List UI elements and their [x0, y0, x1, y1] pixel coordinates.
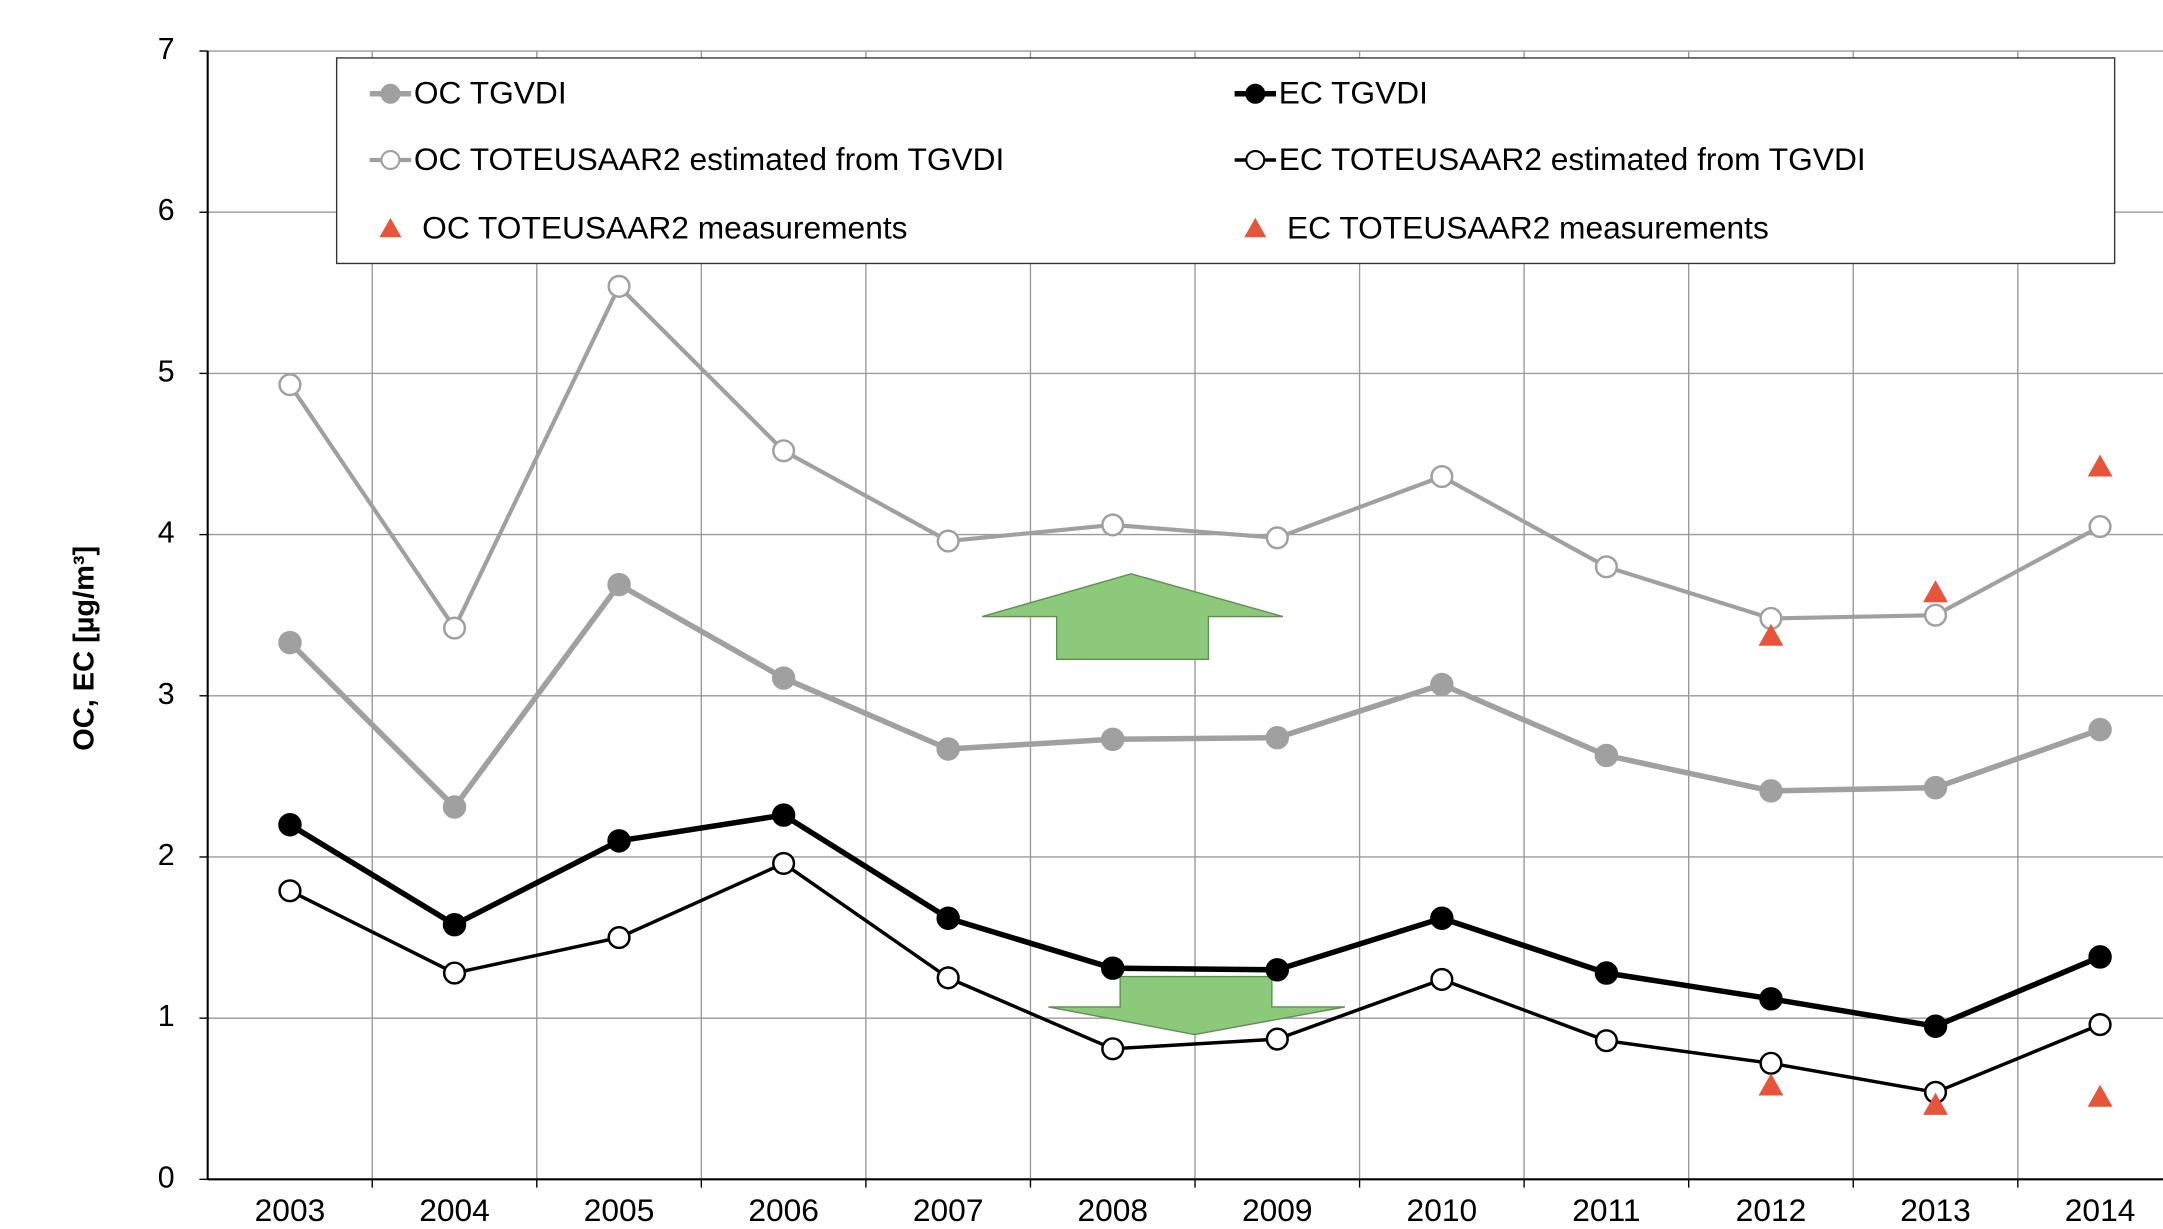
x-tick-label: 2010: [1407, 1192, 1478, 1228]
legend-marker: [380, 83, 401, 104]
legend-marker: [380, 150, 401, 171]
data-point: [442, 912, 467, 937]
data-point: [2087, 454, 2113, 477]
data-point: [2088, 514, 2112, 539]
data-point: [1594, 1029, 1618, 1053]
grid: 0 1 2 3 4 5 6 7 2003 2004 2005 2006 2007 2008 2009 2010…: [158, 33, 2163, 1228]
data-point: [1430, 672, 1454, 697]
series-line: [288, 284, 2102, 631]
legend-label: OC TOTEUSAAR2 estimated from TGVDI: [414, 141, 1004, 177]
y-tick-label: 1: [158, 1000, 175, 1033]
legend-marker: [1244, 217, 1267, 238]
x-tick-label: 2012: [1736, 1192, 1807, 1228]
data-point: [1101, 513, 1125, 537]
data-point: [1759, 987, 1783, 1011]
data-point: [936, 529, 960, 553]
x-tick-label: 2003: [255, 1192, 326, 1228]
data-point: [936, 906, 960, 930]
legend-marker: [1245, 83, 1266, 104]
x-tick-label: 2008: [1077, 1192, 1148, 1228]
down-arrow: [1048, 975, 1346, 1036]
data-point: [1430, 906, 1454, 930]
data-point: [1101, 1037, 1125, 1061]
series-line: [288, 812, 2102, 1029]
data-point: [2087, 1084, 2113, 1107]
x-tick-label: 2005: [584, 1192, 655, 1228]
legend-label: OC TOTEUSAAR2 measurements: [422, 210, 907, 246]
data-point: [1759, 1051, 1783, 1075]
x-tick-label: 2004: [419, 1192, 490, 1228]
data-point: [772, 439, 796, 463]
series-line: [288, 581, 2101, 810]
data-point: [278, 373, 302, 397]
data-point: [278, 879, 302, 903]
x-tick-label: 2013: [1900, 1192, 1971, 1228]
data-point: [2088, 945, 2112, 969]
data-point: [771, 666, 796, 690]
data-point: [1265, 725, 1290, 750]
x-tick-label: 2014: [2065, 1192, 2136, 1228]
series-line: [289, 861, 2101, 1095]
y-tick-label: 5: [158, 355, 175, 388]
data-point: [1923, 775, 1948, 800]
data-point: [772, 851, 796, 876]
legend-marker: [379, 217, 402, 238]
y-tick-label: 7: [158, 33, 175, 66]
data-point: [1759, 779, 1783, 803]
data-point: [442, 616, 467, 640]
data-point: [607, 925, 631, 950]
data-point: [607, 572, 631, 597]
data-point: [1594, 743, 1619, 768]
data-point: [607, 274, 631, 298]
data-point: [2088, 1013, 2112, 1037]
data-point: [1923, 1092, 1948, 1115]
legend: OC TGVDI EC TGVDI OC TOTEUSAAR2 estimated …: [335, 57, 2116, 265]
y-tick-label: 4: [158, 517, 175, 550]
data-point: [1758, 623, 1784, 646]
y-tick-label: 6: [158, 194, 175, 227]
data-point: [1101, 956, 1125, 980]
x-tick-label: 2011: [1572, 1192, 1640, 1228]
arrows: [981, 573, 1346, 1036]
legend-box: [335, 57, 2116, 265]
data-point: [1265, 1027, 1289, 1051]
x-tick-label: 2009: [1242, 1192, 1313, 1228]
x-tick-label: 2006: [748, 1192, 819, 1228]
y-tick-label: 0: [158, 1161, 175, 1194]
data-point: [1594, 555, 1618, 579]
data-point: [1265, 958, 1290, 982]
data-point: [442, 961, 467, 985]
data-point: [1430, 464, 1454, 489]
data-point: [442, 795, 467, 819]
data-point: [1265, 526, 1289, 550]
data-point: [2088, 717, 2112, 742]
data-point: [1923, 580, 1948, 603]
data-point: [1101, 727, 1125, 752]
legend-label: EC TOTEUSAAR2 measurements: [1287, 210, 1769, 246]
data-point: [607, 829, 631, 853]
y-tick-label: 3: [158, 678, 175, 711]
data-point: [1430, 967, 1454, 992]
data-point: [1923, 1014, 1948, 1038]
data-point: [936, 737, 960, 761]
data-point: [1758, 1073, 1784, 1096]
y-axis-label: OC, EC [µg/m³]: [68, 546, 100, 751]
legend-marker: [1245, 150, 1266, 171]
plot: [278, 274, 2113, 1115]
y-tick-label: 2: [158, 839, 175, 872]
data-point: [771, 803, 796, 827]
legend-label: OC TGVDI: [414, 75, 567, 111]
legend-label: EC TOTEUSAAR2 estimated from TGVDI: [1279, 141, 1866, 177]
data-point: [1923, 603, 1948, 627]
up-arrow: [981, 573, 1284, 661]
data-point: [278, 813, 302, 837]
data-point: [936, 966, 960, 990]
data-point: [1594, 961, 1619, 985]
legend-label: EC TGVDI: [1279, 75, 1428, 111]
x-tick-label: 2007: [913, 1192, 984, 1228]
data-point: [278, 630, 302, 655]
